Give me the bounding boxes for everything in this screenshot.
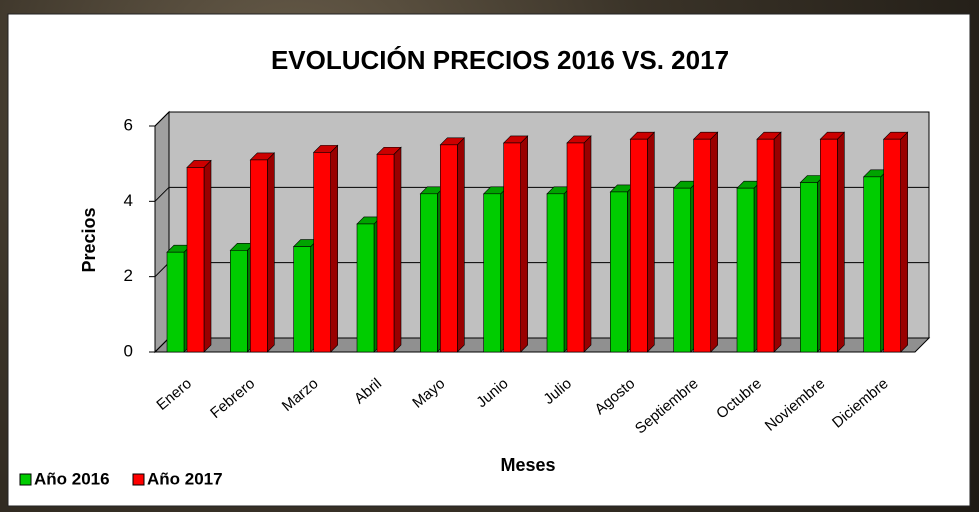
bar-side bbox=[583, 135, 592, 353]
bar bbox=[440, 144, 458, 353]
bar bbox=[883, 138, 901, 353]
legend-label: Año 2017 bbox=[147, 469, 223, 488]
bar-side bbox=[457, 137, 465, 353]
bar-group bbox=[186, 159, 212, 353]
bar-group bbox=[312, 144, 339, 353]
bar bbox=[356, 223, 375, 353]
bar-group bbox=[756, 131, 782, 353]
bar bbox=[250, 159, 268, 353]
bar bbox=[230, 250, 248, 353]
bar bbox=[293, 246, 311, 353]
legend-label: Año 2016 bbox=[34, 469, 110, 488]
bar bbox=[166, 251, 185, 353]
bar bbox=[546, 193, 565, 353]
bar bbox=[313, 152, 331, 353]
bar-side bbox=[647, 131, 655, 353]
bar-group bbox=[629, 131, 656, 353]
chart-title: EVOLUCIÓN PRECIOS 2016 VS. 2017 bbox=[271, 45, 729, 75]
bar-group bbox=[566, 135, 592, 353]
bar-group bbox=[819, 131, 846, 353]
bar bbox=[420, 193, 438, 353]
bar bbox=[483, 193, 501, 353]
bar bbox=[756, 138, 775, 353]
bar bbox=[693, 138, 711, 353]
bar-group bbox=[882, 131, 909, 353]
bar-side bbox=[710, 131, 718, 353]
y-axis-title: Precios bbox=[79, 207, 99, 272]
bar-side bbox=[267, 152, 275, 353]
bar bbox=[610, 191, 628, 353]
bar bbox=[673, 187, 691, 353]
bar bbox=[376, 153, 395, 353]
bar-side bbox=[330, 144, 338, 353]
bar bbox=[186, 167, 205, 353]
y-tick-label: 0 bbox=[124, 341, 133, 360]
y-tick-label: 2 bbox=[124, 266, 133, 285]
bar-group bbox=[692, 131, 719, 353]
grid-line bbox=[154, 111, 929, 127]
y-tick-label: 6 bbox=[124, 115, 133, 134]
bar-group bbox=[439, 137, 466, 353]
bar bbox=[800, 182, 818, 353]
legend-swatch bbox=[19, 473, 32, 486]
bar-group bbox=[502, 135, 529, 353]
bar-side bbox=[520, 135, 528, 353]
bar-group bbox=[249, 152, 276, 353]
bar bbox=[630, 138, 648, 353]
bar bbox=[863, 176, 881, 353]
bar-side bbox=[773, 131, 782, 353]
bar bbox=[503, 142, 521, 353]
bar-side bbox=[203, 159, 212, 353]
bar bbox=[566, 142, 585, 353]
x-axis-title: Meses bbox=[500, 455, 555, 475]
bar-side bbox=[393, 146, 402, 353]
bar bbox=[820, 138, 838, 353]
bar bbox=[736, 187, 755, 353]
bar-group bbox=[376, 146, 402, 353]
bar-side bbox=[900, 131, 908, 353]
bar-side bbox=[837, 131, 845, 353]
legend-swatch bbox=[132, 473, 145, 486]
y-tick-label: 4 bbox=[124, 191, 133, 210]
